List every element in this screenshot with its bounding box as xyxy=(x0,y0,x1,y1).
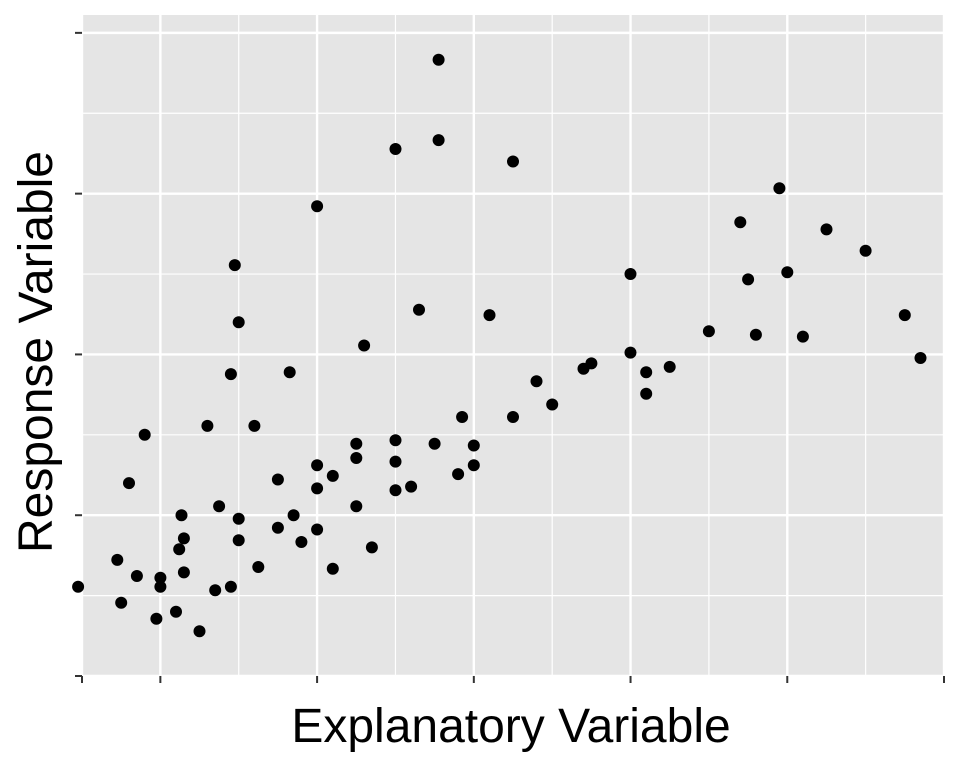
data-point xyxy=(311,523,324,536)
data-point xyxy=(138,428,151,441)
data-point xyxy=(773,182,786,195)
data-point xyxy=(702,325,715,338)
data-point xyxy=(193,625,206,638)
data-point xyxy=(177,566,190,579)
x-axis-ticks xyxy=(81,676,945,683)
data-point xyxy=(734,216,747,229)
data-point xyxy=(350,500,363,513)
data-point xyxy=(130,570,143,582)
data-point xyxy=(624,268,637,280)
data-point xyxy=(213,500,226,513)
data-point xyxy=(507,155,519,168)
data-point xyxy=(749,328,762,341)
data-point xyxy=(170,605,182,618)
plot-panel xyxy=(82,15,944,676)
data-point xyxy=(232,316,245,329)
x-axis-title: Explanatory Variable xyxy=(291,700,730,753)
data-point xyxy=(530,375,543,388)
data-point xyxy=(413,303,425,316)
data-point xyxy=(389,143,402,155)
data-point xyxy=(232,534,245,547)
data-point xyxy=(640,366,653,379)
data-point xyxy=(287,509,300,522)
data-point xyxy=(154,580,167,593)
major-gridlines xyxy=(80,15,946,678)
data-point xyxy=(405,480,418,493)
data-point xyxy=(365,541,378,554)
data-point xyxy=(389,455,402,468)
data-point xyxy=(898,309,911,322)
data-point xyxy=(224,368,237,381)
data-point xyxy=(115,596,128,609)
y-axis-ticks xyxy=(75,31,82,677)
data-point xyxy=(507,411,519,423)
data-point xyxy=(483,309,496,322)
data-point xyxy=(177,532,190,545)
data-point xyxy=(201,419,214,432)
data-point xyxy=(467,439,480,452)
data-point xyxy=(311,459,324,472)
minor-gridlines xyxy=(82,15,944,676)
data-point xyxy=(295,536,308,548)
data-point xyxy=(123,477,135,490)
data-point xyxy=(111,553,124,566)
data-point xyxy=(820,223,833,236)
data-point xyxy=(428,437,441,450)
data-point xyxy=(432,53,445,66)
data-point xyxy=(175,509,188,522)
data-point xyxy=(914,352,927,364)
data-point xyxy=(859,244,872,257)
data-point xyxy=(311,200,324,213)
data-point xyxy=(271,521,284,534)
data-point xyxy=(663,360,676,373)
data-point xyxy=(389,434,402,447)
data-point xyxy=(326,469,339,482)
data-point xyxy=(224,580,237,593)
data-point xyxy=(228,259,241,272)
data-point xyxy=(467,459,480,472)
data-point xyxy=(209,584,222,597)
data-point xyxy=(252,561,265,573)
data-point xyxy=(283,366,296,379)
data-point xyxy=(452,468,465,481)
data-point xyxy=(150,612,163,625)
data-point xyxy=(271,473,284,486)
data-point xyxy=(389,484,402,497)
data-point xyxy=(350,437,363,450)
data-point xyxy=(173,543,186,556)
data-point xyxy=(640,387,653,400)
data-point xyxy=(350,452,363,464)
data-points xyxy=(72,53,927,638)
data-point xyxy=(154,571,167,584)
data-point xyxy=(546,398,559,411)
data-point xyxy=(72,580,85,593)
data-point xyxy=(326,562,339,575)
y-axis-title: Response Variable xyxy=(10,151,63,553)
data-point xyxy=(248,419,261,432)
data-point xyxy=(432,134,445,147)
data-point xyxy=(456,411,469,423)
data-point xyxy=(311,482,324,495)
data-point xyxy=(577,362,590,375)
data-point xyxy=(624,346,637,359)
data-point xyxy=(358,339,371,352)
data-point xyxy=(742,273,755,286)
data-point xyxy=(232,512,245,525)
data-point xyxy=(781,266,794,279)
data-point xyxy=(796,330,809,343)
